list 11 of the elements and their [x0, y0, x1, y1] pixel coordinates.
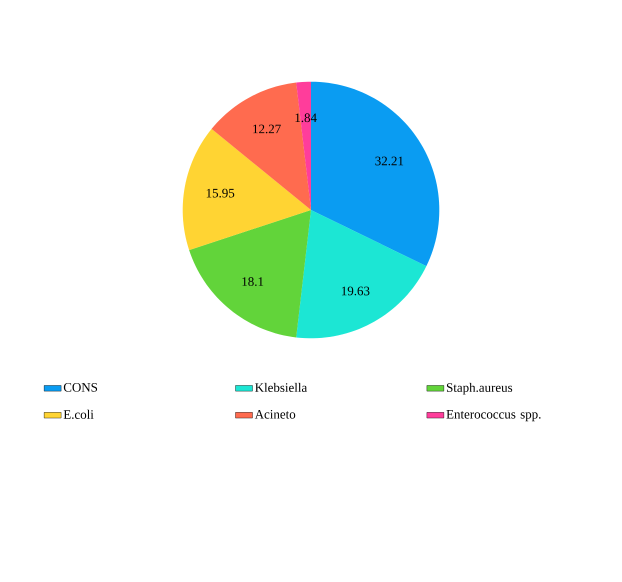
- legend-label: Staph.aureus: [446, 382, 512, 395]
- legend-label: Acineto: [254, 410, 296, 419]
- data-label: 19.63: [342, 286, 370, 296]
- legend-label: Enterococcus spp.: [446, 410, 541, 422]
- data-label: 18.1: [242, 277, 264, 286]
- legend-label: Klebsiella: [255, 382, 308, 392]
- legend-label: CONS: [64, 383, 98, 392]
- data-label: 12.27: [253, 124, 281, 134]
- data-label: 32.21: [375, 156, 404, 166]
- legend-label: E.coli: [64, 410, 94, 419]
- data-label: 15.95: [206, 188, 234, 198]
